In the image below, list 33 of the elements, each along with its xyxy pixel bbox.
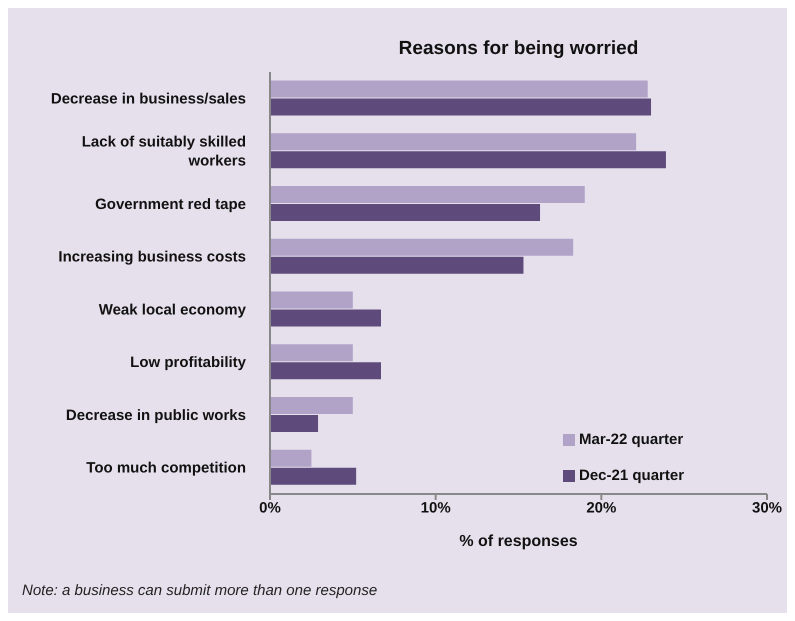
y-tick-label: Increasing business costs xyxy=(58,248,246,266)
bar xyxy=(270,396,353,414)
bar xyxy=(270,186,585,203)
bar xyxy=(270,362,381,380)
bar xyxy=(270,238,574,256)
y-tick-label: Decrease in public works xyxy=(66,406,246,424)
bar xyxy=(270,450,312,467)
bar xyxy=(270,133,636,150)
bar xyxy=(270,151,666,168)
x-tick-label: 20% xyxy=(586,500,616,517)
y-tick-label: Lack of suitably skilled workers xyxy=(82,133,246,170)
x-tick-label: 30% xyxy=(752,500,782,517)
x-tick-label: 0% xyxy=(259,500,281,517)
legend-label: Mar-22 quarter xyxy=(579,430,684,450)
bar xyxy=(270,256,524,274)
bar xyxy=(270,468,356,485)
y-tick-label: Government red tape xyxy=(95,195,246,212)
bar xyxy=(270,98,652,116)
y-tick-label: Too much competition xyxy=(86,459,246,476)
y-tick-label: Low profitability xyxy=(130,354,247,371)
legend-label: Dec-21 quarter xyxy=(579,466,684,486)
text: Note: a business can submit more than one response xyxy=(22,582,378,599)
y-tick-label: Weak local economy xyxy=(98,300,247,318)
x-axis-title: % of responses xyxy=(459,533,578,550)
bar xyxy=(270,80,648,98)
x-tick-label: 10% xyxy=(420,500,451,517)
bar xyxy=(270,309,381,326)
bar xyxy=(270,344,353,362)
chart-title: Reasons for being worried xyxy=(398,38,640,60)
bar xyxy=(270,414,318,432)
y-tick-label: Decrease in business/sales xyxy=(50,90,246,107)
bar xyxy=(270,291,353,308)
bar xyxy=(270,204,540,221)
